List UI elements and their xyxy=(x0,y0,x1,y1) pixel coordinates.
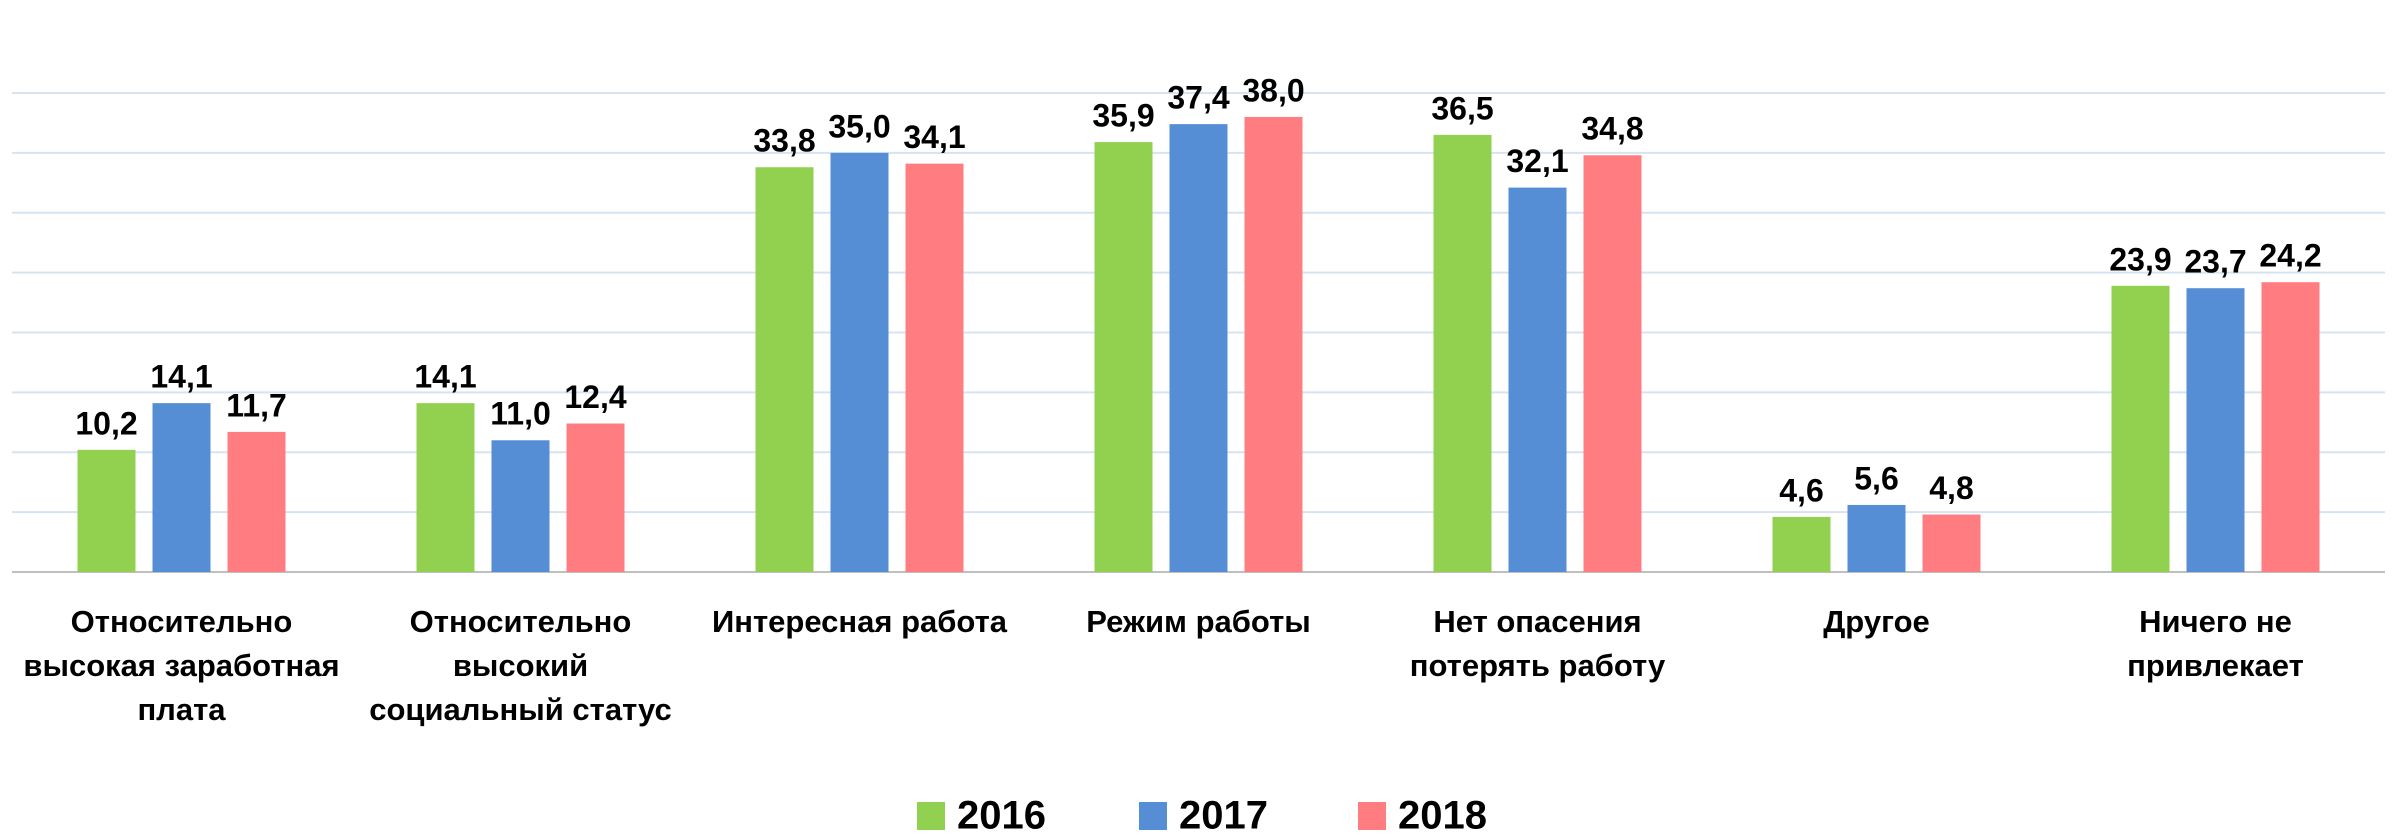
bar xyxy=(566,423,625,572)
data-label: 24,2 xyxy=(2259,238,2321,274)
x-tick-label: Другое xyxy=(1823,604,1930,639)
x-tick-label: Интересная работа xyxy=(711,604,1007,639)
data-label: 34,8 xyxy=(1581,111,1643,147)
data-label: 33,8 xyxy=(753,123,815,159)
data-label: 23,7 xyxy=(2184,244,2246,280)
x-tick-label: Нет опасения потерять работу xyxy=(1409,604,1666,683)
bar xyxy=(2261,282,2320,572)
bar xyxy=(227,431,286,572)
legend-label: 2017 xyxy=(1179,794,1268,834)
data-label: 35,0 xyxy=(828,108,890,144)
data-label: 12,4 xyxy=(564,379,626,415)
bar xyxy=(1772,516,1831,572)
bar xyxy=(1433,134,1492,572)
bar xyxy=(2111,285,2170,572)
bar xyxy=(77,449,136,572)
legend-label: 2018 xyxy=(1398,794,1487,834)
legend-label: 2016 xyxy=(957,794,1046,834)
data-label: 34,1 xyxy=(903,119,965,155)
data-label: 38,0 xyxy=(1242,72,1304,108)
bar xyxy=(905,163,964,572)
data-label: 23,9 xyxy=(2109,241,2171,277)
bar xyxy=(1094,142,1153,572)
x-tick-label: Режим работы xyxy=(1086,604,1311,639)
bar xyxy=(755,167,814,572)
bar xyxy=(1583,155,1642,572)
x-tick-label: Ничего не привлекает xyxy=(2127,604,2304,683)
data-label: 36,5 xyxy=(1431,90,1493,126)
data-label: 11,0 xyxy=(490,396,551,432)
bar xyxy=(1169,124,1228,572)
bar xyxy=(2186,288,2245,572)
data-label: 4,8 xyxy=(1929,470,1973,506)
data-label: 32,1 xyxy=(1506,143,1568,179)
data-label: 35,9 xyxy=(1092,98,1154,134)
x-tick-label: Относительно высокий социальный статус xyxy=(369,604,672,727)
bar xyxy=(1244,116,1303,572)
legend-swatch xyxy=(1139,802,1167,830)
bar xyxy=(1922,514,1981,572)
legend-swatch xyxy=(1358,802,1386,830)
x-tick-label: Относительно высокая заработная плата xyxy=(23,604,340,727)
data-label: 10,2 xyxy=(75,405,137,441)
data-label: 14,1 xyxy=(414,359,476,395)
bar xyxy=(491,440,550,572)
bar xyxy=(152,403,211,572)
data-label: 5,6 xyxy=(1854,460,1898,496)
bar xyxy=(416,403,475,572)
data-label: 37,4 xyxy=(1167,80,1229,116)
bar xyxy=(1847,504,1906,572)
data-label: 14,1 xyxy=(150,359,212,395)
bar xyxy=(830,152,889,572)
data-label: 11,7 xyxy=(226,387,287,423)
data-label: 4,6 xyxy=(1779,472,1823,508)
legend-swatch xyxy=(917,802,945,830)
bar xyxy=(1508,187,1567,573)
